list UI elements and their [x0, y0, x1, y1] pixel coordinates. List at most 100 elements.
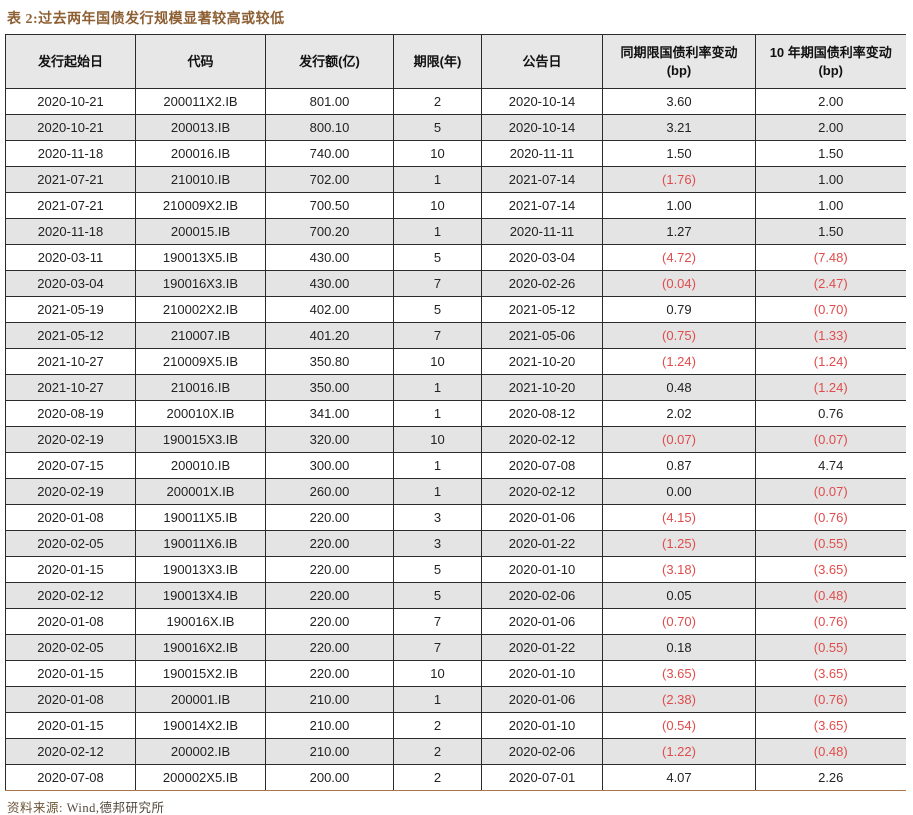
source-label: 资料来源: [7, 801, 63, 815]
table-cell: 190016X3.IB [135, 270, 266, 297]
table-cell: 190016X.IB [135, 608, 266, 635]
table-cell: (0.70) [755, 296, 906, 323]
table-cell: (1.24) [755, 348, 906, 375]
table-cell: 4.07 [602, 764, 756, 791]
table-cell: 800.10 [265, 114, 394, 141]
column-header-code: 代码 [135, 34, 266, 89]
table-cell: 2.02 [602, 400, 756, 427]
table-cell: (1.22) [602, 738, 756, 765]
table-cell: 210009X5.IB [135, 348, 266, 375]
table-cell: 10 [393, 140, 482, 167]
table-cell: 2020-01-06 [481, 608, 603, 635]
table-row: 2020-01-08 190016X.IB 220.00 7 2020-01-06 (0.… [5, 608, 906, 635]
table-cell: 2020-07-15 [5, 452, 136, 479]
table-cell: 10 [393, 348, 482, 375]
column-header-sub: (bp) [666, 62, 692, 78]
table-cell: 190014X2.IB [135, 712, 266, 739]
table-cell: 2020-10-14 [481, 88, 603, 115]
table-row: 2020-10-21 200013.IB 800.10 5 2020-10-14 3.21… [5, 114, 906, 141]
table-cell: 700.20 [265, 218, 394, 245]
table-cell: 2020-01-08 [5, 686, 136, 713]
table-cell: 2020-10-21 [5, 114, 136, 141]
table-cell: 2020-01-06 [481, 686, 603, 713]
table-cell: 300.00 [265, 452, 394, 479]
table-row: 2021-07-21 210009X2.IB 700.50 10 2021-07-14 1… [5, 192, 906, 219]
table-cell: 2020-07-01 [481, 764, 603, 791]
table-cell: 2 [393, 764, 482, 791]
table-cell: 190016X2.IB [135, 634, 266, 661]
table-cell: 5 [393, 582, 482, 609]
table-cell: 1.50 [602, 140, 756, 167]
table-cell: (3.65) [755, 660, 906, 687]
table-cell: 200010.IB [135, 452, 266, 479]
table-row: 2020-11-18 200015.IB 700.20 1 2020-11-11 1.27… [5, 218, 906, 245]
table-header-row: 发行起始日 代码 发行额(亿) 期限(年) 公告日 [5, 34, 906, 89]
table-cell: 190013X5.IB [135, 244, 266, 271]
table-cell: 220.00 [265, 608, 394, 635]
table-cell: 2020-02-05 [5, 634, 136, 661]
table-cell: 2021-10-27 [5, 374, 136, 401]
table-cell: (3.65) [755, 556, 906, 583]
table-cell: 1 [393, 478, 482, 505]
table-cell: 2020-03-11 [5, 244, 136, 271]
table-header: 发行起始日 代码 发行额(亿) 期限(年) 公告日 [5, 34, 906, 89]
column-header-label: 发行额(亿) [299, 53, 360, 69]
table-cell: 1.00 [755, 166, 906, 193]
table-cell: 220.00 [265, 556, 394, 583]
table-cell: 0.00 [602, 478, 756, 505]
table-cell: 2020-01-08 [5, 608, 136, 635]
table-cell: 2020-01-15 [5, 556, 136, 583]
table-cell: 341.00 [265, 400, 394, 427]
column-header-tenor: 期限(年) [393, 34, 482, 89]
table-cell: 210002X2.IB [135, 296, 266, 323]
table-cell: (4.15) [602, 504, 756, 531]
table-cell: 7 [393, 634, 482, 661]
table-cell: 401.20 [265, 322, 394, 349]
table-cell: 2 [393, 738, 482, 765]
table-cell: 0.76 [755, 400, 906, 427]
column-header-same-tenor-yield-change: 同期限国债利率变动 (bp) [602, 34, 756, 89]
table-cell: 2021-05-12 [481, 296, 603, 323]
table-cell: 1 [393, 686, 482, 713]
table-cell: 2 [393, 712, 482, 739]
table-cell: 350.80 [265, 348, 394, 375]
table-cell: (1.24) [602, 348, 756, 375]
table-cell: (0.48) [755, 738, 906, 765]
table-cell: 350.00 [265, 374, 394, 401]
table-row: 2020-01-08 190011X5.IB 220.00 3 2020-01-06 (4… [5, 504, 906, 531]
table-cell: 200001X.IB [135, 478, 266, 505]
table-cell: (0.07) [755, 478, 906, 505]
table-cell: 1 [393, 218, 482, 245]
table-cell: 210.00 [265, 686, 394, 713]
table-cell: 702.00 [265, 166, 394, 193]
table-cell: (3.65) [755, 712, 906, 739]
table-cell: (0.55) [755, 634, 906, 661]
table-cell: 2020-11-11 [481, 218, 603, 245]
table-row: 2021-07-21 210010.IB 702.00 1 2021-07-14 (1.7… [5, 166, 906, 193]
table-row: 2021-05-12 210007.IB 401.20 7 2021-05-06 (0.7… [5, 322, 906, 349]
table-row: 2020-07-08 200002X5.IB 200.00 2 2020-07-01 4.… [5, 764, 906, 791]
table-cell: 200016.IB [135, 140, 266, 167]
table-cell: 0.05 [602, 582, 756, 609]
table-cell: 220.00 [265, 582, 394, 609]
table-row: 2020-02-05 190016X2.IB 220.00 7 2020-01-22 0.… [5, 634, 906, 661]
table-cell: 200015.IB [135, 218, 266, 245]
table-cell: 2021-07-21 [5, 166, 136, 193]
table-cell: 0.87 [602, 452, 756, 479]
table-cell: 1.00 [755, 192, 906, 219]
column-header-label: 期限(年) [413, 53, 462, 69]
table-cell: 2020-03-04 [5, 270, 136, 297]
table-cell: 190011X5.IB [135, 504, 266, 531]
table-cell: 2020-01-22 [481, 634, 603, 661]
table-cell: 1.50 [755, 218, 906, 245]
table-cell: 190013X4.IB [135, 582, 266, 609]
table-cell: 1.50 [755, 140, 906, 167]
table-cell: 220.00 [265, 504, 394, 531]
table-cell: (0.76) [755, 608, 906, 635]
table-cell: 2.26 [755, 764, 906, 791]
table-row: 2020-02-05 190011X6.IB 220.00 3 2020-01-22 (1… [5, 530, 906, 557]
table-cell: 3 [393, 530, 482, 557]
bond-issuance-table: 发行起始日 代码 发行额(亿) 期限(年) 公告日 [5, 34, 906, 791]
column-header-label: 发行起始日 [37, 53, 103, 69]
table-cell: 190013X3.IB [135, 556, 266, 583]
